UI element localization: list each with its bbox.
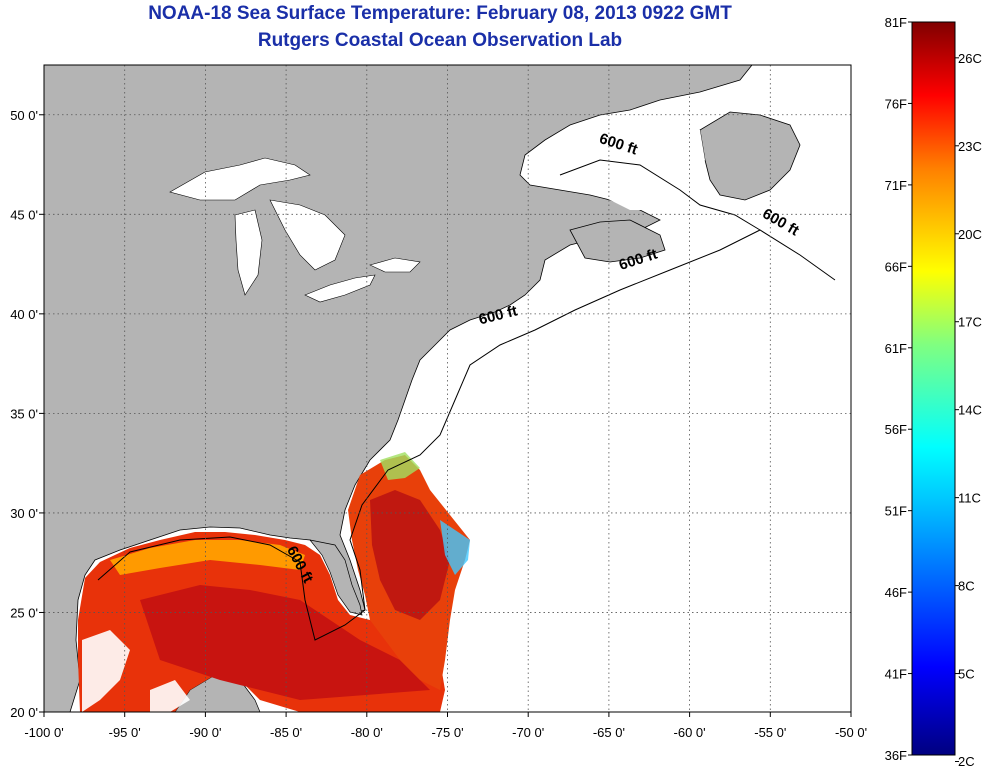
colorbar-label-c: 17C xyxy=(958,315,982,330)
colorbar-label-c: 2C xyxy=(958,754,975,769)
colorbar-label-f: 66F xyxy=(885,259,907,274)
y-tick-label: 40 0' xyxy=(10,307,38,322)
map-axes: -100 0' -95 0' -90 0' -85 0' -80 0' -75 0' -70… xyxy=(10,108,867,740)
lake-huron xyxy=(269,199,346,271)
colorbar-label-f: 36F xyxy=(885,748,907,763)
map-title: NOAA-18 Sea Surface Temperature: Februar… xyxy=(148,3,732,24)
isobath-600ft-north xyxy=(559,159,761,231)
colorbar-label-f: 71F xyxy=(885,178,907,193)
y-tick-label: 20 0' xyxy=(10,705,38,720)
x-tick-label: -60 0' xyxy=(674,725,706,740)
sst-gulf-warm-core xyxy=(140,585,430,700)
x-tick-label: -55 0' xyxy=(754,725,786,740)
x-tick-label: -50 0' xyxy=(835,725,867,740)
x-tick-label: -75 0' xyxy=(431,725,463,740)
colorbar-label-f: 81F xyxy=(885,15,907,30)
isobath-600ft xyxy=(97,229,836,641)
land-florida xyxy=(309,539,363,616)
lake-erie xyxy=(304,274,376,303)
lake-superior xyxy=(169,157,311,201)
colorbar-label-c: 26C xyxy=(958,51,982,66)
colorbar-label-f: 51F xyxy=(885,504,907,519)
sst-clouds-gulf xyxy=(82,630,190,712)
colorbar-label-f: 76F xyxy=(885,96,907,111)
x-tick-label: -85 0' xyxy=(270,725,302,740)
y-tick-label: 50 0' xyxy=(10,108,38,123)
colorbar-label-f: 46F xyxy=(885,585,907,600)
colorbar-label-c: 20C xyxy=(958,227,982,242)
gulf-st-lawrence xyxy=(535,120,705,210)
x-tick-label: -95 0' xyxy=(109,725,141,740)
colorbar-labels: 81F 76F 71F 66F 61F 56F 51F 46F 41F 36F 26C 23C 20C 1… xyxy=(885,15,982,769)
lake-michigan xyxy=(234,209,263,296)
colorbar-label-c: 11C xyxy=(958,491,981,506)
lake-ontario xyxy=(369,257,421,273)
colorbar-label-c: 8C xyxy=(958,579,975,594)
sst-coastal-cool xyxy=(380,452,420,480)
sst-gulf-shelf-cool xyxy=(110,540,305,575)
x-tick-label: -80 0' xyxy=(351,725,383,740)
colorbar-label-f: 56F xyxy=(885,422,907,437)
x-tick-label: -100 0' xyxy=(24,725,63,740)
x-tick-label: -65 0' xyxy=(593,725,625,740)
x-tick-label: -70 0' xyxy=(512,725,544,740)
colorbar-label-c: 5C xyxy=(958,667,975,682)
x-tick-label: -90 0' xyxy=(189,725,221,740)
colorbar-label-c: 14C xyxy=(958,403,982,418)
y-tick-label: 30 0' xyxy=(10,506,38,521)
colorbar xyxy=(911,21,956,756)
y-tick-label: 35 0' xyxy=(10,406,38,421)
land-nova-scotia xyxy=(569,219,666,263)
land-north-america xyxy=(44,65,753,712)
colorbar-label-c: 23C xyxy=(958,139,982,154)
y-tick-label: 25 0' xyxy=(10,605,38,620)
colorbar-label-f: 61F xyxy=(885,341,907,356)
sst-gulf-stream xyxy=(370,490,450,620)
y-tick-label: 45 0' xyxy=(10,207,38,222)
colorbar-label-f: 41F xyxy=(885,667,907,682)
map-subtitle: Rutgers Coastal Ocean Observation Lab xyxy=(257,30,623,51)
